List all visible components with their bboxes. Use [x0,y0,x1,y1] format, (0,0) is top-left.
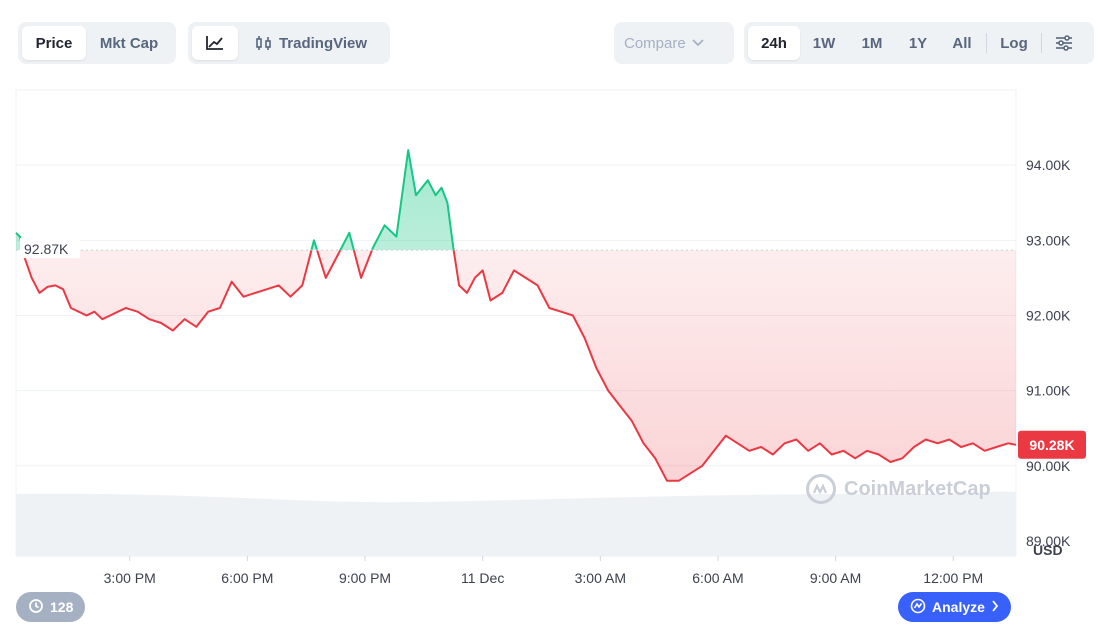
x-tick-label: 11 Dec [461,570,504,586]
below-reference-fill [16,250,1016,481]
y-tick-label: 91.00K [1026,383,1071,399]
tradingview-label: TradingView [278,34,368,52]
x-tick-label: 12:00 PM [923,570,983,586]
chevron-right-icon [991,599,999,615]
range-all[interactable]: All [952,34,972,52]
y-axis: 89.00K 90.00K 91.00K 92.00K 93.00K 94.00K [1026,157,1071,549]
x-axis: 3:00 PM 6:00 PM 9:00 PM 11 Dec 3:00 AM 6:00 A… [104,556,983,586]
reference-label-bg [20,238,80,259]
y-axis-unit-label: USD [1033,542,1063,558]
x-tick-label: 3:00 AM [575,570,626,586]
x-tick-label: 9:00 PM [339,570,391,586]
range-24h[interactable]: 24h [748,26,800,60]
x-tick-label: 3:00 PM [104,570,156,586]
x-tick-label: 9:00 AM [810,570,861,586]
history-icon [28,598,44,617]
y-tick-label: 90.00K [1026,458,1071,474]
line-chart-button[interactable] [192,26,238,60]
coinmarketcap-watermark: CoinMarketCap [806,474,991,504]
current-price-label: 90.28K [1029,437,1074,453]
y-tick-label: 89.00K [1026,533,1071,549]
coinmarketcap-logo-icon [806,474,836,504]
x-tick-label: 6:00 PM [221,570,273,586]
chart-mode-toggle: TradingView [188,22,390,64]
settings-divider [1041,33,1042,53]
y-tick-label: 92.00K [1026,307,1071,323]
time-range-toggle: 24h 1W 1M 1Y All Log [744,22,1094,64]
chevron-down-icon [692,34,704,52]
reference-price-label: 92.87K [24,241,69,257]
range-1y[interactable]: 1Y [908,34,928,52]
current-price-badge [1018,430,1086,459]
compare-label: Compare [624,34,686,52]
history-badge[interactable]: 128 [16,592,86,622]
line-chart-icon [205,35,225,51]
tab-mkt-cap[interactable]: Mkt Cap [99,34,159,52]
y-tick-label: 94.00K [1026,157,1071,173]
ai-sparkle-icon [910,598,926,617]
tab-price[interactable]: Price [22,26,86,60]
log-scale-button[interactable]: Log [1000,34,1028,52]
range-divider [986,33,987,53]
x-tick-label: 6:00 AM [692,570,743,586]
price-mktcap-toggle: Price Mkt Cap [18,22,176,64]
compare-dropdown[interactable]: Compare [614,22,734,64]
sliders-icon [1055,35,1073,51]
analyze-button[interactable]: Analyze [898,592,1011,622]
range-1m[interactable]: 1M [861,34,883,52]
price-line-below [21,250,1017,482]
chart-settings-button[interactable] [1044,26,1084,60]
tradingview-button[interactable]: TradingView [238,26,384,60]
range-1w[interactable]: 1W [812,34,836,52]
watermark-label: CoinMarketCap [844,477,991,500]
volume-area [16,491,1016,556]
candlestick-icon [255,35,273,51]
history-count: 128 [50,599,74,615]
analyze-label: Analyze [932,599,985,615]
y-tick-label: 93.00K [1026,232,1071,248]
